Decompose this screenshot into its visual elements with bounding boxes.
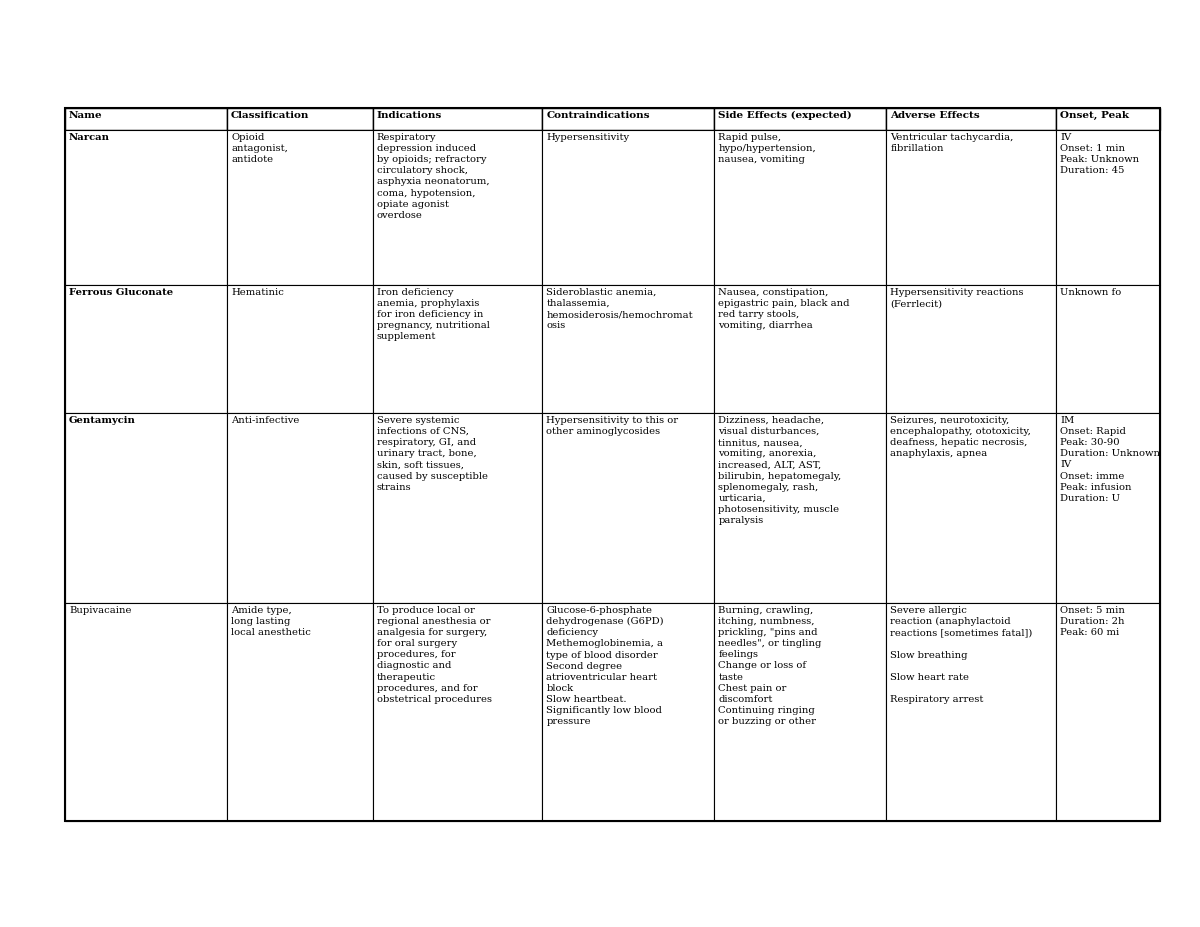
- Text: IV
Onset: 1 min
Peak: Unknown
Duration: 45: IV Onset: 1 min Peak: Unknown Duration: …: [1060, 133, 1139, 175]
- Bar: [714, 108, 887, 130]
- Text: Iron deficiency
anemia, prophylaxis
for iron deficiency in
pregnancy, nutritiona: Iron deficiency anemia, prophylaxis for …: [377, 288, 490, 341]
- Bar: [542, 413, 714, 603]
- Bar: [1056, 285, 1160, 413]
- Text: Onset, Peak: Onset, Peak: [1060, 111, 1129, 120]
- Text: Seizures, neurotoxicity,
encephalopathy, ototoxicity,
deafness, hepatic necrosis: Seizures, neurotoxicity, encephalopathy,…: [890, 416, 1031, 458]
- Text: Gentamycin: Gentamycin: [70, 416, 136, 425]
- Text: Unknown fo: Unknown fo: [1060, 288, 1121, 297]
- Bar: [373, 413, 542, 603]
- Bar: [714, 603, 887, 821]
- Bar: [714, 413, 887, 603]
- Bar: [65, 285, 227, 413]
- Bar: [227, 413, 373, 603]
- Bar: [65, 130, 227, 285]
- Bar: [227, 285, 373, 413]
- Bar: [373, 285, 542, 413]
- Text: Burning, crawling,
itching, numbness,
prickling, "pins and
needles", or tingling: Burning, crawling, itching, numbness, pr…: [719, 606, 822, 726]
- Bar: [65, 603, 227, 821]
- Bar: [227, 108, 373, 130]
- Text: Severe systemic
infections of CNS,
respiratory, GI, and
urinary tract, bone,
ski: Severe systemic infections of CNS, respi…: [377, 416, 487, 491]
- Text: Contraindications: Contraindications: [546, 111, 650, 120]
- Bar: [887, 285, 1056, 413]
- Text: Ventricular tachycardia,
fibrillation: Ventricular tachycardia, fibrillation: [890, 133, 1014, 153]
- Text: Anti-infective: Anti-infective: [232, 416, 300, 425]
- Text: Amide type,
long lasting
local anesthetic: Amide type, long lasting local anestheti…: [232, 606, 311, 637]
- Bar: [714, 130, 887, 285]
- Text: Side Effects (expected): Side Effects (expected): [719, 111, 852, 121]
- Bar: [542, 603, 714, 821]
- Bar: [227, 603, 373, 821]
- Text: Opioid
antagonist,
antidote: Opioid antagonist, antidote: [232, 133, 288, 164]
- Bar: [65, 108, 227, 130]
- Text: Indications: Indications: [377, 111, 442, 120]
- Bar: [887, 603, 1056, 821]
- Bar: [714, 285, 887, 413]
- Bar: [1056, 413, 1160, 603]
- Bar: [542, 285, 714, 413]
- Text: Hypersensitivity to this or
other aminoglycosides: Hypersensitivity to this or other aminog…: [546, 416, 678, 436]
- Text: Nausea, constipation,
epigastric pain, black and
red tarry stools,
vomiting, dia: Nausea, constipation, epigastric pain, b…: [719, 288, 850, 330]
- Bar: [887, 130, 1056, 285]
- Text: Glucose-6-phosphate
dehydrogenase (G6PD)
deficiency
Methemoglobinemia, a
type of: Glucose-6-phosphate dehydrogenase (G6PD)…: [546, 606, 664, 726]
- Bar: [542, 130, 714, 285]
- Bar: [373, 130, 542, 285]
- Bar: [227, 130, 373, 285]
- Text: Hypersensitivity: Hypersensitivity: [546, 133, 630, 142]
- Text: Ferrous Gluconate: Ferrous Gluconate: [70, 288, 173, 297]
- Text: Dizziness, headache,
visual disturbances,
tinnitus, nausea,
vomiting, anorexia,
: Dizziness, headache, visual disturbances…: [719, 416, 841, 525]
- Bar: [1056, 130, 1160, 285]
- Text: Narcan: Narcan: [70, 133, 110, 142]
- Text: Hypersensitivity reactions
(Ferrlecit): Hypersensitivity reactions (Ferrlecit): [890, 288, 1024, 308]
- Text: Respiratory
depression induced
by opioids; refractory
circulatory shock,
asphyxi: Respiratory depression induced by opioid…: [377, 133, 490, 220]
- Text: IM
Onset: Rapid
Peak: 30-90
Duration: Unknown
IV
Onset: imme
Peak: infusion
Dura: IM Onset: Rapid Peak: 30-90 Duration: Un…: [1060, 416, 1160, 502]
- Bar: [373, 603, 542, 821]
- Bar: [373, 108, 542, 130]
- Text: Classification: Classification: [232, 111, 310, 120]
- Text: Onset: 5 min
Duration: 2h
Peak: 60 mi: Onset: 5 min Duration: 2h Peak: 60 mi: [1060, 606, 1124, 637]
- Text: Hematinic: Hematinic: [232, 288, 284, 297]
- Bar: [65, 108, 1160, 821]
- Text: Severe allergic
reaction (anaphylactoid
reactions [sometimes fatal])

Slow breat: Severe allergic reaction (anaphylactoid …: [890, 606, 1033, 704]
- Text: To produce local or
regional anesthesia or
analgesia for surgery,
for oral surge: To produce local or regional anesthesia …: [377, 606, 492, 704]
- Bar: [65, 413, 227, 603]
- Text: Name: Name: [70, 111, 103, 120]
- Text: Sideroblastic anemia,
thalassemia,
hemosiderosis/hemochromat
osis: Sideroblastic anemia, thalassemia, hemos…: [546, 288, 694, 330]
- Bar: [1056, 108, 1160, 130]
- Bar: [887, 108, 1056, 130]
- Bar: [1056, 603, 1160, 821]
- Bar: [542, 108, 714, 130]
- Text: Rapid pulse,
hypo/hypertension,
nausea, vomiting: Rapid pulse, hypo/hypertension, nausea, …: [719, 133, 816, 164]
- Text: Adverse Effects: Adverse Effects: [890, 111, 980, 120]
- Bar: [887, 413, 1056, 603]
- Text: Bupivacaine: Bupivacaine: [70, 606, 132, 615]
